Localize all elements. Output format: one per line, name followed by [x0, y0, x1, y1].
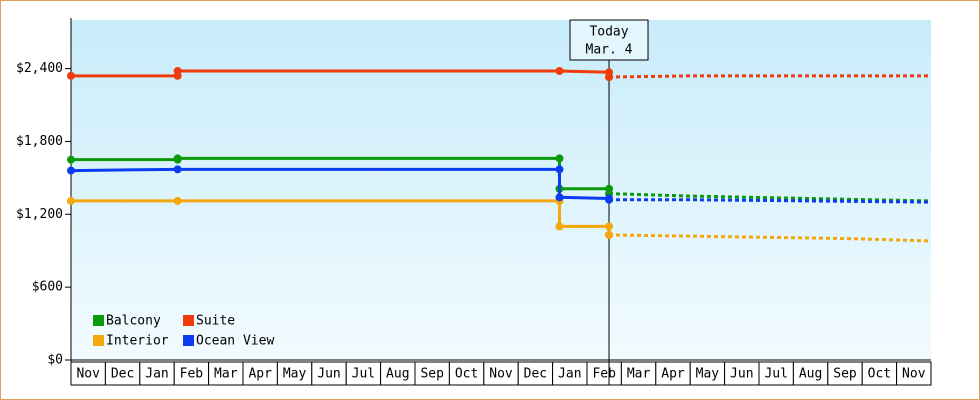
x-tick-label: Jul	[764, 367, 787, 382]
y-tick-label: $1,800	[16, 134, 63, 149]
price-line	[71, 156, 610, 191]
price-point	[555, 154, 564, 163]
x-tick-label: May	[283, 367, 307, 382]
x-tick-label: Sep	[420, 367, 444, 382]
x-tick-label: Mar	[214, 367, 238, 382]
legend-label: Ocean View	[196, 334, 274, 349]
x-tick-label: Nov	[902, 367, 926, 382]
price-point	[173, 67, 182, 75]
x-tick-label: Aug	[386, 367, 409, 382]
x-tick-label: Dec	[524, 367, 547, 382]
price-point	[173, 196, 182, 205]
x-tick-label: Jan	[145, 367, 168, 382]
legend-label: Balcony	[106, 314, 161, 329]
price-point	[605, 222, 614, 231]
x-tick-label: Dec	[111, 367, 134, 382]
price-point	[555, 193, 564, 202]
annotation-box	[569, 19, 649, 61]
x-category-box	[896, 361, 932, 386]
x-tick-label: Feb	[180, 367, 204, 382]
annotation-text: Mar. 4	[586, 43, 633, 58]
x-tick-label: Nov	[76, 367, 100, 382]
legend-label: Interior	[106, 334, 169, 349]
price-point	[67, 71, 75, 80]
legend-swatch	[183, 335, 194, 346]
forecast-point	[605, 73, 614, 82]
forecast-point	[605, 230, 614, 239]
x-tick-label: Nov	[489, 367, 513, 382]
x-tick-label: Jan	[558, 367, 581, 382]
y-tick-label: $2,400	[16, 61, 63, 76]
legend-label: Suite	[196, 314, 235, 329]
legend-swatch	[93, 335, 104, 346]
y-tick-label: $600	[32, 280, 63, 295]
price-point	[67, 166, 75, 175]
x-tick-label: Oct	[455, 367, 478, 382]
x-tick-label: Jul	[352, 367, 375, 382]
forecast-line	[608, 233, 932, 243]
price-point	[555, 222, 564, 231]
x-tick-label: Apr	[661, 367, 685, 382]
price-point	[173, 165, 182, 174]
x-tick-label: Oct	[868, 367, 891, 382]
y-tick-label: $0	[47, 353, 63, 368]
price-point	[555, 67, 564, 75]
price-point	[67, 196, 75, 205]
x-tick-label: May	[696, 367, 720, 382]
price-point	[555, 165, 564, 174]
forecast-line	[609, 198, 932, 204]
forecast-line	[608, 74, 931, 79]
y-tick-label: $1,200	[16, 207, 63, 222]
x-tick-label: Mar	[627, 367, 651, 382]
annotation-text: Today	[589, 25, 628, 40]
forecast-line	[608, 192, 932, 203]
x-tick-label: Apr	[248, 367, 272, 382]
price-point	[67, 155, 75, 164]
x-tick-label: Jun	[317, 367, 340, 382]
price-point	[173, 154, 182, 163]
x-tick-label: Feb	[592, 367, 616, 382]
x-tick-label: Aug	[799, 367, 822, 382]
x-tick-label: Sep	[833, 367, 857, 382]
x-tick-label: Jun	[730, 367, 753, 382]
legend-swatch	[93, 315, 104, 326]
forecast-point	[605, 195, 614, 204]
legend-swatch	[183, 315, 194, 326]
